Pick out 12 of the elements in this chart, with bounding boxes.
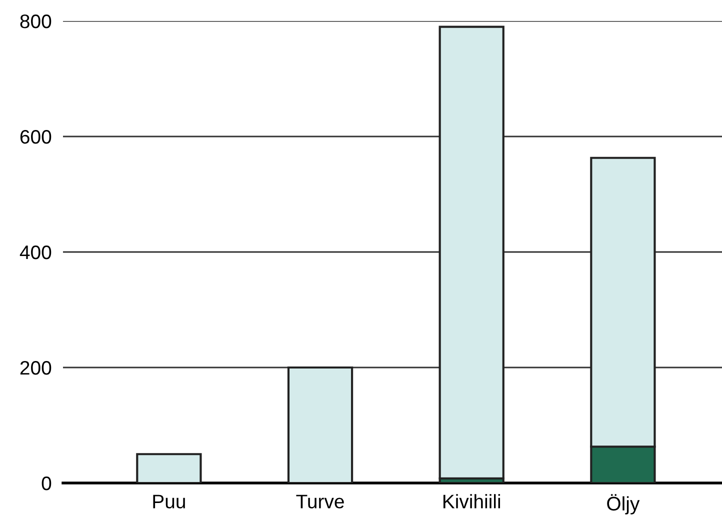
y-tick-label: 0 bbox=[42, 476, 52, 490]
y-tick-label: 200 bbox=[20, 360, 52, 375]
y-tick-label: 600 bbox=[20, 130, 52, 144]
x-tick-label: Kivihiili bbox=[443, 494, 500, 508]
bar bbox=[287, 366, 354, 483]
x-tick-label: Puu bbox=[153, 494, 185, 508]
x-tick-label: Turve bbox=[296, 494, 344, 508]
bar bbox=[136, 453, 202, 483]
y-tick-label: 400 bbox=[20, 245, 52, 260]
x-tick-label: Öljy bbox=[607, 494, 640, 514]
y-tick-label: 800 bbox=[20, 14, 52, 28]
bar bbox=[438, 26, 504, 480]
